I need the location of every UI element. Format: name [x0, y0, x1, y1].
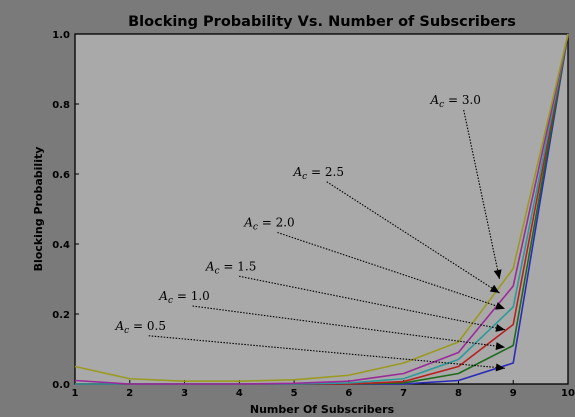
annotation-5: Ac = 2.5	[293, 165, 500, 294]
x-tick-label: 10	[561, 388, 575, 399]
x-tick-label: 4	[236, 388, 243, 399]
annotation-arrow-line	[277, 231, 506, 310]
annotation-arrowhead	[489, 284, 500, 293]
annotation-label: Ac = 1.0	[158, 289, 210, 306]
x-tick-label: 6	[345, 388, 352, 399]
annotation-arrowhead	[493, 269, 502, 279]
y-tick-label: 1.0	[52, 30, 70, 41]
y-tick-label: 0.4	[52, 240, 70, 251]
annotation-4: Ac = 2.0	[243, 216, 506, 310]
x-tick-label: 5	[291, 388, 298, 399]
annotation-1: Ac = 0.5	[114, 319, 506, 372]
x-axis-label: Number Of Subscribers	[250, 403, 395, 416]
y-tick-label: 0.8	[52, 100, 70, 111]
annotation-label: Ac = 3.0	[429, 93, 481, 110]
y-tick-label: 0.0	[52, 380, 70, 391]
x-tick-label: 2	[126, 388, 133, 399]
chart-title: Blocking Probability Vs. Number of Subsc…	[128, 14, 516, 30]
y-tick-label: 0.2	[52, 310, 70, 321]
annotation-label: Ac = 2.5	[293, 165, 345, 182]
annotation-2: Ac = 1.0	[158, 289, 506, 351]
x-tick-label: 7	[400, 388, 407, 399]
annotation-label: Ac = 0.5	[114, 319, 166, 336]
series-line-6	[74, 33, 569, 383]
y-tick-label: 0.6	[52, 170, 70, 181]
annotation-arrow-line	[326, 181, 500, 294]
series-line-5	[74, 33, 569, 385]
annotation-arrowhead	[495, 342, 506, 351]
x-tick-label: 3	[181, 388, 188, 399]
annotation-arrowhead	[495, 363, 506, 372]
x-tick-label: 9	[510, 388, 517, 399]
x-tick-label: 1	[72, 388, 79, 399]
annotation-arrow-line	[239, 275, 506, 331]
x-tick-label: 8	[455, 388, 462, 399]
annotation-arrowhead	[495, 302, 506, 310]
annotation-6: Ac = 3.0	[429, 93, 502, 280]
annotation-3: Ac = 1.5	[205, 259, 506, 332]
annotation-label: Ac = 2.0	[243, 216, 295, 233]
y-axis-label: Blocking Probability	[32, 147, 45, 272]
annotation-arrow-line	[148, 335, 506, 369]
x-axis-ticks: 1 2 3 4 5 6 7 8 9 10	[72, 380, 575, 399]
annotation-label: Ac = 1.5	[205, 259, 257, 276]
series-lines	[74, 33, 569, 385]
plot-area	[74, 33, 569, 385]
annotations: Ac = 0.5 Ac = 1.0 Ac = 1.5 Ac = 2.0 Ac = 2.5…	[114, 93, 506, 372]
annotation-arrowhead	[495, 324, 506, 332]
